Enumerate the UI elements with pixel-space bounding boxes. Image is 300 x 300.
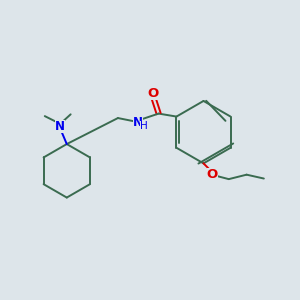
Text: N: N xyxy=(133,116,143,129)
Text: O: O xyxy=(207,168,218,181)
Text: N: N xyxy=(55,120,65,133)
Text: H: H xyxy=(140,122,148,131)
Text: O: O xyxy=(148,87,159,100)
